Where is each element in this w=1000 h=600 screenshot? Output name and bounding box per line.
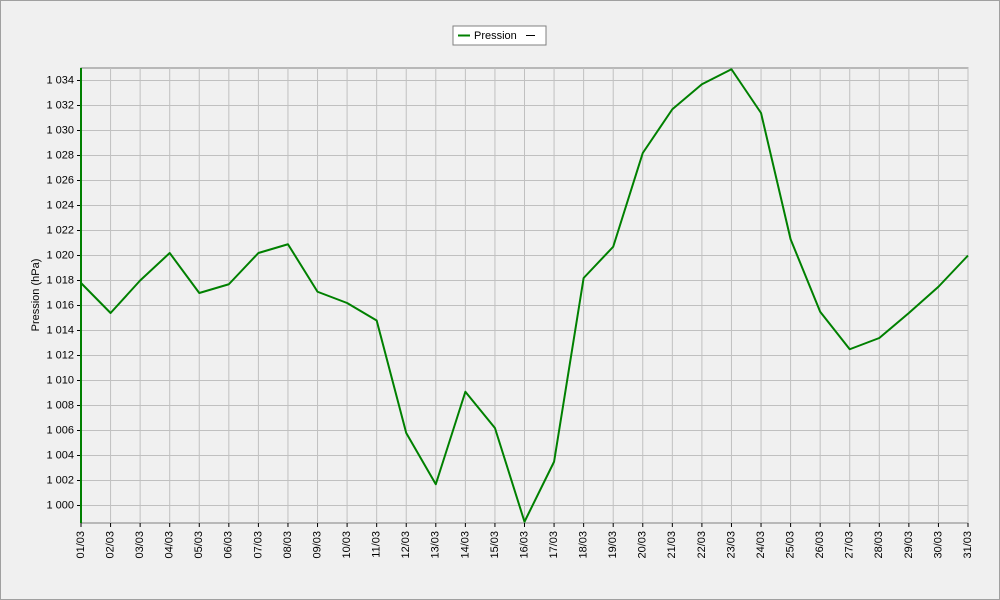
x-tick-label: 31/03	[962, 531, 974, 559]
x-tick-label: 09/03	[311, 531, 323, 559]
x-tick-label: 30/03	[932, 531, 944, 559]
x-tick-label: 28/03	[873, 531, 885, 559]
x-tick-label: 07/03	[252, 531, 264, 559]
x-tick-label: 14/03	[459, 531, 471, 559]
legend-label: Pression	[474, 30, 517, 42]
y-tick-label: 1 026	[46, 174, 74, 186]
x-tick-label: 15/03	[489, 531, 501, 559]
x-tick-label: 04/03	[164, 531, 176, 559]
legend: Pression	[452, 25, 547, 46]
y-tick-label: 1 032	[46, 99, 74, 111]
y-tick-label: 1 024	[46, 199, 74, 211]
x-tick-label: 16/03	[518, 531, 530, 559]
x-tick-label: 03/03	[134, 531, 146, 559]
x-tick-label: 25/03	[785, 531, 797, 559]
x-tick-label: 18/03	[578, 531, 590, 559]
y-tick-label: 1 030	[46, 124, 74, 136]
x-tick-label: 22/03	[696, 531, 708, 559]
y-tick-label: 1 020	[46, 249, 74, 261]
y-axis-label: Pression (hPa)	[30, 259, 42, 332]
x-tick-label: 10/03	[341, 531, 353, 559]
x-tick-label: 24/03	[755, 531, 767, 559]
x-tick-label: 08/03	[282, 531, 294, 559]
x-tick-label: 11/03	[371, 531, 383, 558]
x-tick-label: 20/03	[637, 531, 649, 559]
y-tick-label: 1 006	[46, 424, 74, 436]
x-tick-label: 23/03	[725, 531, 737, 559]
y-tick-label: 1 016	[46, 299, 74, 311]
x-tick-label: 27/03	[844, 531, 856, 559]
y-tick-label: 1 010	[46, 374, 74, 386]
y-tick-label: 1 014	[46, 324, 74, 336]
x-tick-label: 19/03	[607, 531, 619, 559]
x-tick-label: 13/03	[430, 531, 442, 559]
y-tick-label: 1 008	[46, 399, 74, 411]
y-tick-label: 1 002	[46, 474, 74, 486]
x-tick-label: 12/03	[400, 531, 412, 559]
y-tick-label: 1 004	[46, 449, 74, 461]
x-tick-label: 21/03	[666, 531, 678, 559]
legend-box	[452, 25, 547, 46]
y-tick-label: 1 028	[46, 149, 74, 161]
y-tick-label: 1 000	[46, 499, 74, 511]
series-line	[80, 68, 969, 523]
x-tick-label: 29/03	[903, 531, 915, 559]
x-tick-label: 06/03	[223, 531, 235, 559]
x-tick-label: 01/03	[75, 531, 87, 559]
y-tick-label: 1 018	[46, 274, 74, 286]
x-tick-label: 26/03	[814, 531, 826, 559]
x-tick-label: 17/03	[548, 531, 560, 559]
y-tick-label: 1 034	[46, 74, 74, 86]
y-tick-label: 1 022	[46, 224, 74, 236]
x-tick-label: 05/03	[193, 531, 205, 559]
x-tick-label: 02/03	[104, 531, 116, 559]
y-tick-label: 1 012	[46, 349, 74, 361]
